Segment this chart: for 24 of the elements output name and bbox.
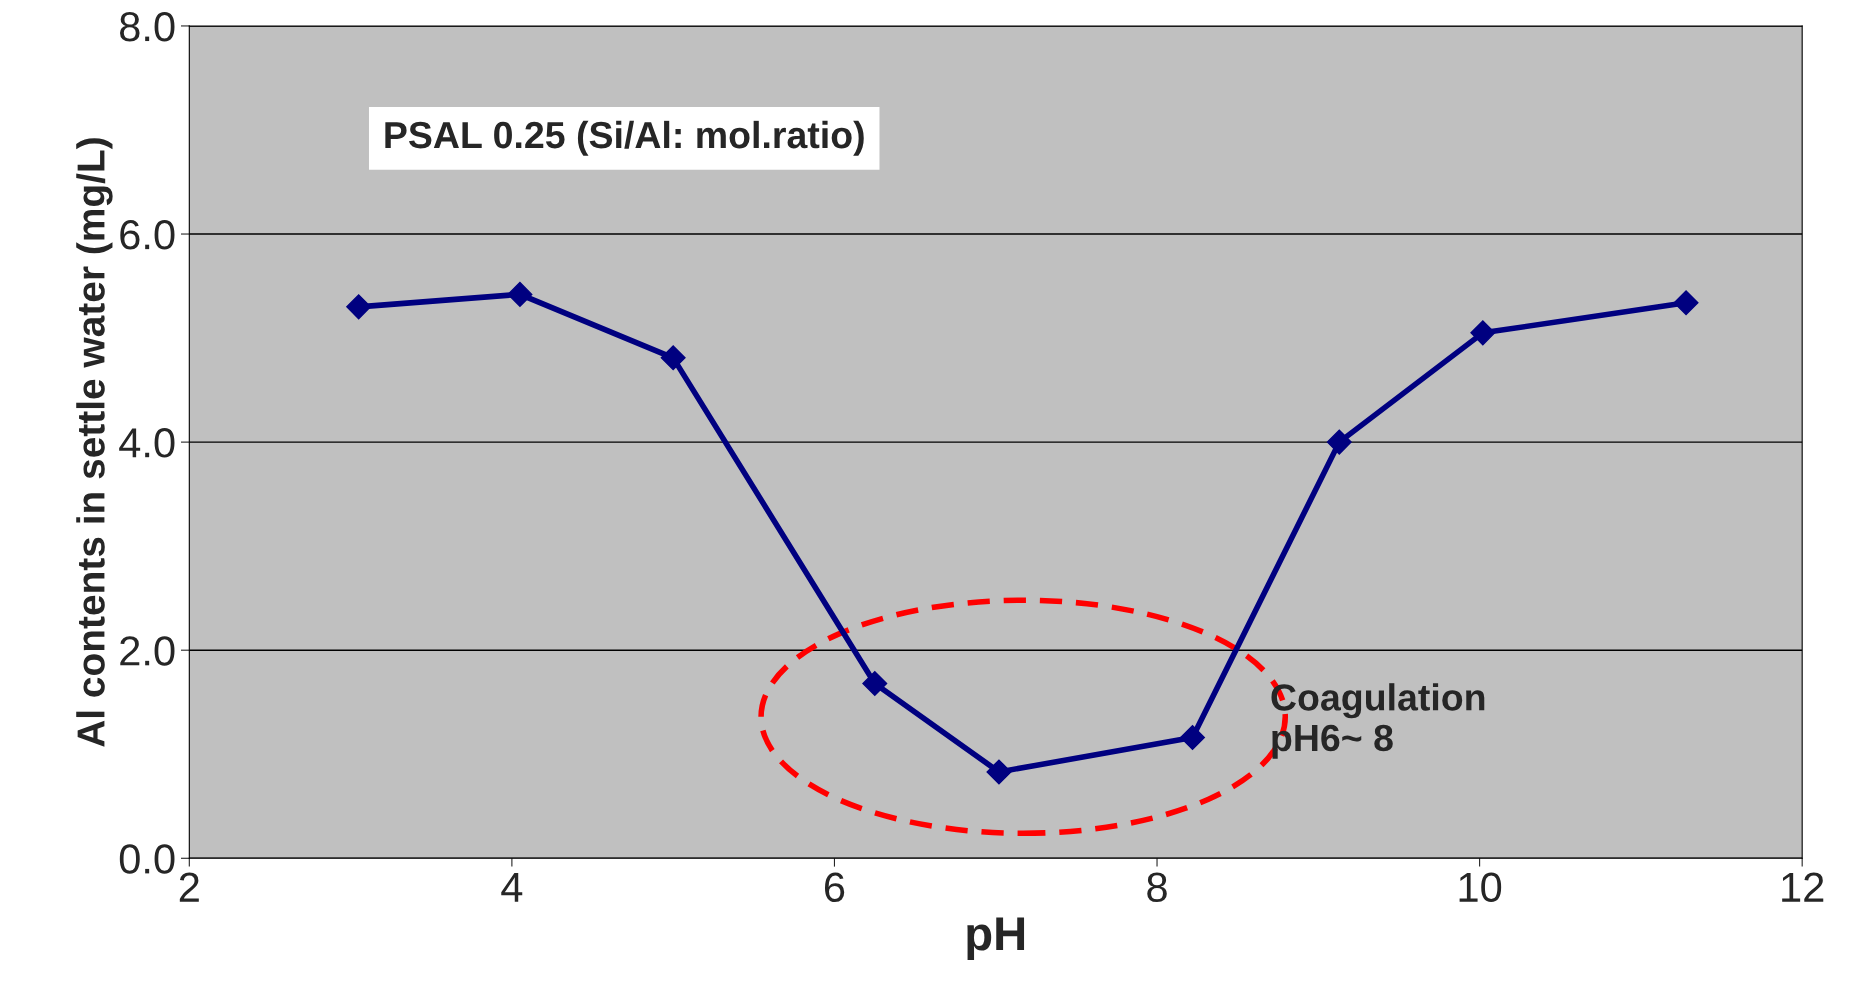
x-axis-title: pH (967, 917, 1025, 960)
y-tick-label: 0.0 (119, 844, 175, 874)
point (660, 345, 686, 371)
x-tick-label: 10 (1459, 872, 1502, 903)
annotation: PSAL 0.25 (Si/Al: mol.ratio) (385, 120, 864, 156)
point (986, 759, 1012, 785)
x-tick-label: 8 (1147, 872, 1167, 903)
x-tick-label: 2 (179, 872, 199, 902)
point (862, 671, 888, 696)
point (1326, 429, 1352, 455)
point (346, 294, 372, 320)
point (1470, 320, 1496, 346)
point (1180, 725, 1205, 751)
y-axis-title: Al contents in settle water (mg/L) (76, 138, 113, 747)
point (1673, 290, 1699, 316)
y-tick-label: 4.0 (119, 428, 175, 458)
y-tick-label: 2.0 (120, 636, 175, 666)
x-tick-label: 4 (501, 873, 523, 902)
y-tick-label: 8.0 (120, 11, 175, 42)
x-tick-label: 12 (1782, 872, 1824, 902)
annotation: Coagulation pH6~ 8 (1271, 683, 1485, 759)
x-tick-label: 6 (824, 872, 845, 903)
y-tick-label: 6.0 (120, 220, 175, 250)
point (507, 281, 533, 307)
